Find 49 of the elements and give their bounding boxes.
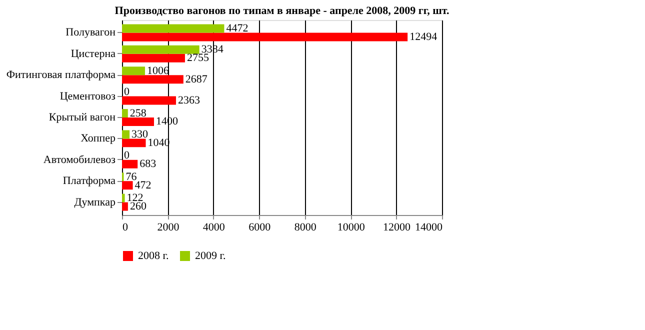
bar xyxy=(122,96,176,105)
data-label: 2687 xyxy=(185,73,208,86)
data-label: 0 xyxy=(124,86,130,98)
bar xyxy=(122,66,145,76)
data-label: 683 xyxy=(140,158,157,170)
bar xyxy=(122,181,133,190)
y-tick-label: Цистерна xyxy=(70,48,116,60)
y-tick-label: Хоппер xyxy=(80,132,116,145)
y-tick-label: Платформа xyxy=(62,175,116,188)
data-label: 2755 xyxy=(186,52,210,64)
x-tick-label: 8000 xyxy=(294,222,317,234)
data-label: 12494 xyxy=(410,30,438,43)
chart-title: Производство вагонов по типам в январе - апреле 2008, 2009 гг, шт. xyxy=(114,5,450,17)
data-label: 472 xyxy=(134,179,152,192)
x-tick-label: 10000 xyxy=(337,222,366,234)
y-tick-label: Цементовоз xyxy=(60,90,116,102)
y-tick-label: Крытый вагон xyxy=(48,112,116,124)
data-label: 1006 xyxy=(146,64,170,77)
data-label: 4472 xyxy=(226,22,248,34)
legend-label: 2009 г. xyxy=(195,250,226,262)
bar xyxy=(122,160,138,168)
y-tick-label: Фитинговая платформа xyxy=(6,69,116,82)
data-label: 0 xyxy=(124,150,130,162)
data-label: 258 xyxy=(130,107,147,120)
bar xyxy=(122,54,185,62)
data-label: 2363 xyxy=(178,94,201,107)
bar xyxy=(122,32,408,42)
x-tick-label: 12000 xyxy=(383,222,412,234)
legend-label: 2008 г. xyxy=(138,250,170,262)
x-tick-label: 4000 xyxy=(202,222,226,234)
bar xyxy=(122,130,130,139)
bar xyxy=(122,24,224,33)
data-label: 260 xyxy=(130,200,147,213)
x-tick-label: 2000 xyxy=(157,222,180,234)
bar xyxy=(122,118,154,126)
x-tick-label: 0 xyxy=(122,222,128,234)
x-tick-label: 6000 xyxy=(248,222,272,234)
bar xyxy=(122,75,184,84)
data-label: 76 xyxy=(126,170,138,183)
bar xyxy=(122,194,125,202)
data-label: 330 xyxy=(132,128,149,140)
bar xyxy=(122,202,128,211)
bar xyxy=(122,138,146,148)
y-tick-label: Полувагон xyxy=(66,26,116,39)
y-tick-label: Автомобилевоз xyxy=(43,154,116,166)
bar xyxy=(122,109,128,118)
y-tick-label: Думпкар xyxy=(74,196,116,208)
x-tick-label: 14000 xyxy=(415,222,443,234)
bar xyxy=(122,45,200,54)
